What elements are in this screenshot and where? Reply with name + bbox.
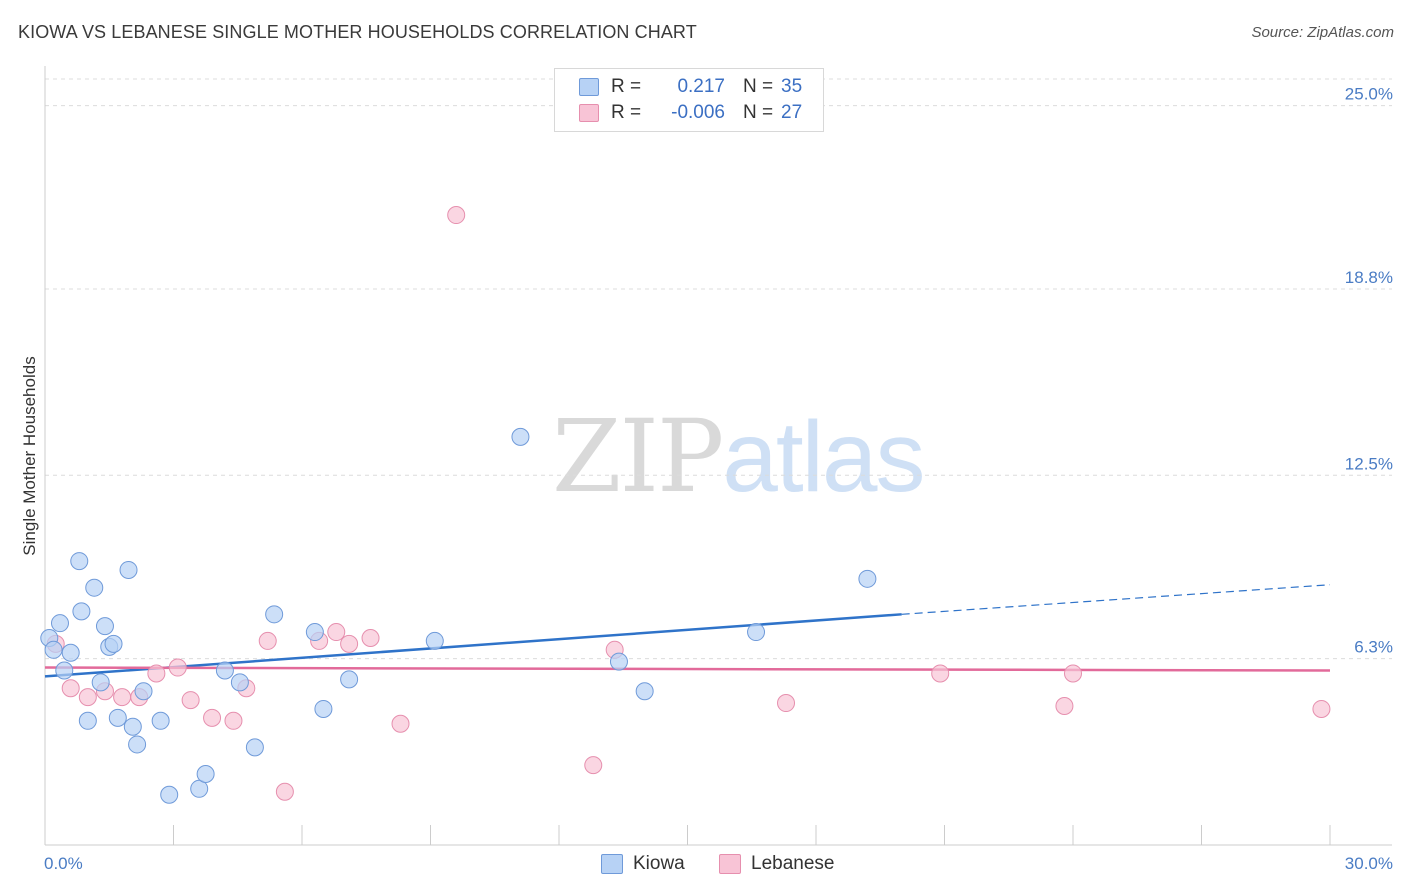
lebanese-point	[931, 664, 950, 683]
x-tick-label: 0.0%	[44, 854, 83, 873]
y-tick-label: 25.0%	[1345, 85, 1393, 104]
watermark-atlas: atlas	[722, 401, 925, 513]
kiowa-point	[160, 785, 179, 804]
legend-n-label: N =	[743, 76, 774, 97]
kiowa-point	[95, 617, 114, 636]
chart-title: KIOWA VS LEBANESE SINGLE MOTHER HOUSEHOL…	[18, 22, 697, 42]
kiowa-point	[50, 614, 69, 633]
lebanese-point	[1312, 699, 1331, 718]
kiowa-point	[72, 602, 91, 621]
lebanese-point	[113, 688, 132, 707]
lebanese-point	[181, 691, 200, 710]
kiowa-point	[123, 717, 142, 736]
kiowa-point	[635, 682, 654, 701]
lebanese-trend-line	[44, 666, 1331, 672]
legend-r-label: R =	[611, 102, 642, 123]
lebanese-legend-label: Lebanese	[751, 853, 835, 874]
y-axis-label: Single Mother Households	[20, 356, 39, 555]
kiowa-point	[91, 673, 110, 692]
lebanese-point	[1064, 664, 1082, 683]
kiowa-point	[340, 670, 359, 689]
lebanese-point	[391, 714, 410, 733]
kiowa-legend-label: Kiowa	[633, 853, 685, 874]
y-tick-label: 12.5%	[1345, 454, 1393, 473]
data-points	[40, 206, 1331, 804]
lebanese-swatch	[579, 104, 599, 122]
legend-n-value: 35	[781, 76, 803, 97]
kiowa-swatch	[579, 78, 599, 96]
kiowa-point	[104, 634, 123, 653]
kiowa-point	[108, 708, 127, 727]
watermark-zip: ZIP	[552, 398, 724, 515]
trend-lines	[44, 584, 1331, 678]
kiowa-trend-extension	[901, 584, 1331, 615]
y-tick-label: 18.8%	[1345, 268, 1393, 287]
lebanese-point	[340, 634, 359, 653]
kiowa-point	[196, 765, 215, 784]
x-tick-label: 30.0%	[1345, 854, 1393, 873]
axes	[44, 66, 1392, 846]
kiowa-point	[314, 699, 333, 718]
kiowa-legend-swatch	[601, 854, 623, 874]
lebanese-point	[168, 658, 187, 677]
kiowa-point	[128, 735, 147, 754]
kiowa-point	[44, 640, 63, 659]
kiowa-point	[119, 560, 138, 579]
lebanese-legend-swatch	[719, 854, 741, 874]
gridlines	[45, 78, 1392, 660]
bottom-legend-kiowa: Kiowa	[601, 851, 685, 877]
kiowa-point	[61, 643, 80, 662]
lebanese-point	[258, 631, 277, 650]
y-tick-label: 6.3%	[1354, 638, 1393, 657]
legend-r-value: -0.006	[671, 102, 725, 123]
lebanese-point	[584, 756, 603, 775]
kiowa-point	[245, 738, 264, 757]
lebanese-point	[203, 708, 222, 727]
legend-row-lebanese: R = -0.006 N = 27	[579, 100, 802, 126]
lebanese-point	[1055, 696, 1074, 715]
kiowa-point	[858, 569, 877, 588]
kiowa-point	[265, 605, 284, 624]
lebanese-point	[275, 782, 294, 801]
lebanese-point	[224, 711, 243, 730]
legend-n-value: 27	[781, 102, 803, 123]
lebanese-point	[777, 694, 796, 713]
watermark: ZIPatlas	[552, 398, 926, 515]
kiowa-point	[747, 623, 766, 642]
kiowa-point	[230, 673, 249, 692]
kiowa-point	[305, 623, 324, 642]
tick-labels: 6.3% 12.5% 18.8% 25.0% 0.0% 30.0%	[44, 85, 1393, 873]
kiowa-point	[134, 682, 153, 701]
legend-r-value: 0.217	[677, 76, 725, 97]
kiowa-point	[425, 631, 444, 650]
source-credit: Source: ZipAtlas.com	[1251, 24, 1394, 41]
kiowa-point	[609, 652, 628, 671]
kiowa-point	[85, 578, 104, 597]
kiowa-point	[78, 711, 97, 730]
lebanese-point	[447, 206, 466, 225]
lebanese-point	[327, 623, 346, 642]
correlation-legend: R = 0.217 N = 35 R = -0.006 N = 27	[554, 68, 824, 132]
lebanese-point	[361, 628, 380, 647]
kiowa-point	[151, 711, 170, 730]
kiowa-point	[511, 427, 530, 446]
legend-n-label: N =	[743, 102, 774, 123]
kiowa-point	[55, 661, 74, 680]
kiowa-point	[70, 552, 89, 571]
lebanese-point	[147, 664, 166, 683]
bottom-legend-lebanese: Lebanese	[719, 851, 834, 877]
kiowa-point	[215, 661, 234, 680]
legend-r-label: R =	[611, 76, 642, 97]
lebanese-point	[61, 679, 80, 698]
lebanese-point	[78, 688, 97, 707]
legend-row-kiowa: R = 0.217 N = 35	[579, 74, 802, 100]
